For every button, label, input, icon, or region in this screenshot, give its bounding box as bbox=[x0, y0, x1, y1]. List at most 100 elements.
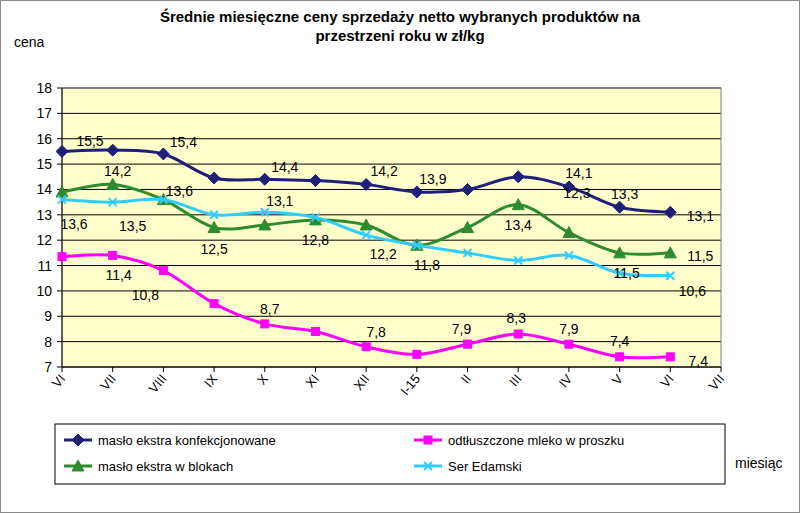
data-label: 10,8 bbox=[132, 287, 159, 303]
x-tick bbox=[721, 367, 722, 372]
data-point bbox=[565, 251, 573, 259]
data-label: 13,6 bbox=[60, 216, 87, 232]
data-label: 11,8 bbox=[414, 257, 440, 273]
y-tick-label: 7 bbox=[44, 359, 52, 375]
data-point bbox=[210, 300, 218, 308]
x-tick bbox=[264, 367, 265, 372]
data-label: 13,1 bbox=[266, 193, 293, 209]
y-tick-label: 14 bbox=[36, 181, 52, 197]
data-labels: 15,515,414,414,213,914,113,313,111,410,8… bbox=[60, 133, 714, 368]
y-tick bbox=[57, 265, 62, 266]
x-tick-label: XI bbox=[302, 371, 321, 390]
data-point bbox=[664, 206, 676, 218]
legend-label: masło ekstra konfekcjonowane bbox=[98, 433, 276, 448]
data-label: 7,9 bbox=[452, 321, 472, 337]
data-label: 10,6 bbox=[679, 283, 706, 299]
data-point bbox=[666, 353, 674, 361]
y-axis-label: cena bbox=[14, 34, 45, 50]
data-point bbox=[58, 253, 66, 261]
x-tick bbox=[163, 367, 164, 372]
x-tick-label: I-15 bbox=[397, 371, 423, 398]
data-label: 13,5 bbox=[119, 218, 146, 234]
data-point bbox=[58, 196, 66, 204]
x-tick-label: VI bbox=[657, 371, 676, 390]
data-label: 15,4 bbox=[170, 134, 197, 150]
data-label: 13,4 bbox=[505, 217, 532, 233]
x-tick-label: VII bbox=[706, 371, 728, 393]
data-label: 7,9 bbox=[559, 321, 579, 337]
y-tick-label: 16 bbox=[36, 131, 52, 147]
x-tick bbox=[518, 367, 519, 372]
x-tick bbox=[416, 367, 417, 372]
data-point bbox=[464, 249, 472, 257]
data-label: 14,2 bbox=[371, 163, 398, 179]
legend: masło ekstra konfekcjonowaneodtłuszczone… bbox=[55, 424, 725, 484]
data-point bbox=[563, 227, 575, 238]
data-point bbox=[261, 208, 269, 216]
data-point bbox=[159, 267, 167, 275]
data-label: 7,8 bbox=[366, 324, 386, 340]
x-tick-label: XII bbox=[351, 371, 373, 393]
series-line bbox=[62, 184, 670, 254]
data-label: 12,8 bbox=[302, 232, 329, 248]
data-point bbox=[311, 327, 319, 335]
data-point bbox=[565, 340, 573, 348]
data-point bbox=[107, 144, 119, 156]
x-tick-label: V bbox=[609, 371, 626, 388]
x-tick-label: IV bbox=[556, 371, 576, 390]
x-tick bbox=[568, 367, 569, 372]
chart-frame bbox=[1, 1, 800, 513]
data-point bbox=[208, 172, 220, 184]
data-point bbox=[462, 183, 474, 195]
data-label: 12,3 bbox=[563, 185, 590, 201]
grid-line bbox=[62, 367, 721, 368]
title: Średnie miesięczne ceny sprzedaży netto … bbox=[160, 8, 641, 44]
data-point bbox=[413, 241, 421, 249]
y-tick-label: 15 bbox=[36, 156, 52, 172]
data-label: 7,4 bbox=[610, 333, 630, 349]
y-tick-label: 13 bbox=[36, 207, 52, 223]
data-label: 14,1 bbox=[565, 165, 592, 181]
x-axis-label: miesiąc bbox=[735, 455, 782, 471]
grid-line bbox=[62, 138, 721, 139]
y-tick bbox=[57, 240, 62, 241]
y-tick bbox=[57, 341, 62, 342]
legend-marker bbox=[72, 434, 84, 446]
y-tick bbox=[57, 138, 62, 139]
legend-label: masło ekstra w blokach bbox=[98, 459, 233, 474]
x-tick bbox=[112, 367, 113, 372]
y-tick bbox=[57, 113, 62, 114]
data-point bbox=[616, 353, 624, 361]
legend-marker bbox=[424, 462, 432, 470]
data-point bbox=[512, 171, 524, 183]
x-tick bbox=[315, 367, 316, 372]
data-point bbox=[462, 222, 474, 233]
data-point bbox=[360, 219, 372, 230]
grid-line bbox=[62, 290, 721, 291]
plot-frame bbox=[62, 88, 721, 367]
data-point bbox=[259, 173, 271, 185]
chart: 789101112131415161718VIVIIVIIIIXXXIXIII-… bbox=[0, 0, 800, 513]
y-tick bbox=[57, 367, 62, 368]
data-point bbox=[107, 178, 119, 189]
data-point bbox=[464, 340, 472, 348]
data-point bbox=[56, 186, 68, 197]
data-point bbox=[210, 211, 218, 219]
series-line bbox=[62, 255, 670, 358]
data-point bbox=[56, 145, 68, 157]
data-point bbox=[208, 222, 220, 233]
data-label: 12,2 bbox=[370, 246, 397, 262]
data-label: 7,4 bbox=[689, 353, 709, 369]
grid-line bbox=[62, 214, 721, 215]
y-tick bbox=[57, 88, 62, 89]
data-label: 11,4 bbox=[106, 267, 132, 283]
y-tick-label: 8 bbox=[44, 334, 52, 350]
legend-marker bbox=[72, 460, 84, 471]
data-point bbox=[259, 219, 271, 230]
data-label: 13,1 bbox=[687, 208, 714, 224]
data-point bbox=[311, 213, 319, 221]
x-tick-label: VII bbox=[97, 371, 119, 393]
y-tick bbox=[57, 316, 62, 317]
data-point bbox=[512, 199, 524, 210]
data-point bbox=[411, 186, 423, 198]
